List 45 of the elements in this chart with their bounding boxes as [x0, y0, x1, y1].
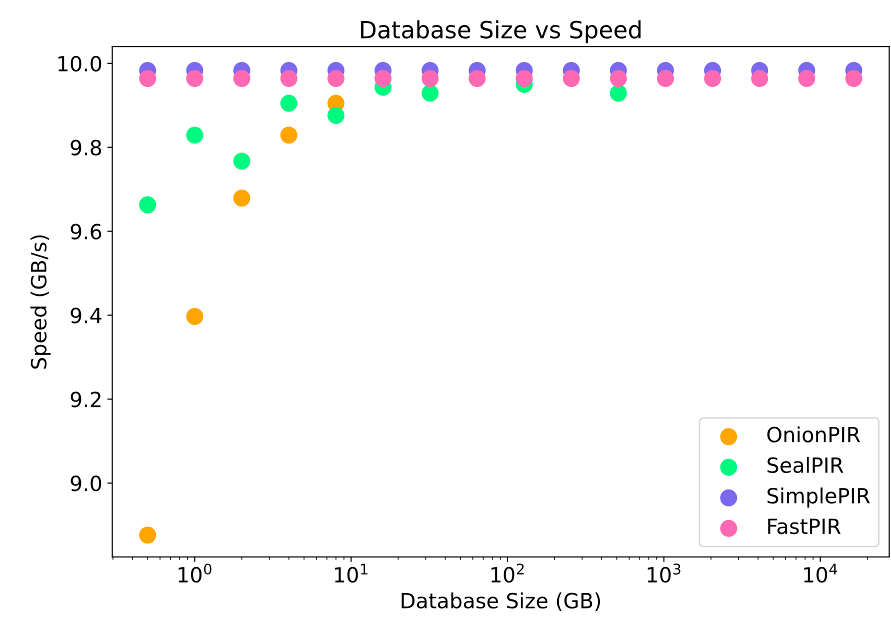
point [374, 70, 392, 87]
point [422, 70, 439, 87]
y-tick-label: 9.8 [70, 140, 102, 156]
x-tick-label: 10$^{2}$ [491, 564, 524, 583]
point [422, 84, 439, 102]
point [233, 190, 250, 207]
point [186, 70, 204, 87]
y-tick-label: 9.4 [70, 308, 102, 324]
point [280, 94, 298, 112]
legend-label: OnionPIR [767, 426, 860, 442]
y-tick-label: 10.0 [58, 56, 102, 72]
point [233, 152, 250, 170]
legend-label: FastPIR [768, 518, 841, 534]
point [610, 84, 627, 102]
point [280, 126, 298, 144]
point [327, 70, 344, 87]
x-tick-label: 10$^{4}$ [804, 564, 838, 583]
point [516, 70, 533, 87]
x-tick-label: 10$^{3}$ [648, 564, 680, 583]
point [186, 126, 204, 144]
y-tick-label: 9.6 [70, 224, 102, 240]
y-tick-label: 9.2 [70, 392, 100, 408]
point [139, 70, 156, 87]
x-tick-label: 10$^{0}$ [178, 564, 212, 583]
point [704, 70, 722, 87]
point [139, 526, 156, 544]
point [798, 70, 816, 87]
y-axis-title: Speed (GB/s) [30, 235, 51, 369]
point [845, 70, 862, 87]
x-tick-label: 10$^{1}$ [335, 564, 368, 583]
point [751, 70, 768, 87]
legend-label: SealPIR [768, 456, 844, 474]
legend-label: SimplePIR [768, 487, 870, 508]
point [610, 70, 627, 87]
x-axis-title: Database Size (GB) [402, 592, 600, 611]
point [280, 70, 298, 87]
point [139, 196, 156, 214]
y-tick-label: 9.0 [70, 476, 102, 492]
point [562, 70, 580, 87]
chart-title: Database Size vs Speed [361, 20, 641, 44]
point [186, 308, 204, 325]
point [656, 70, 674, 87]
point [468, 70, 486, 87]
point [233, 70, 250, 87]
point [327, 106, 344, 124]
